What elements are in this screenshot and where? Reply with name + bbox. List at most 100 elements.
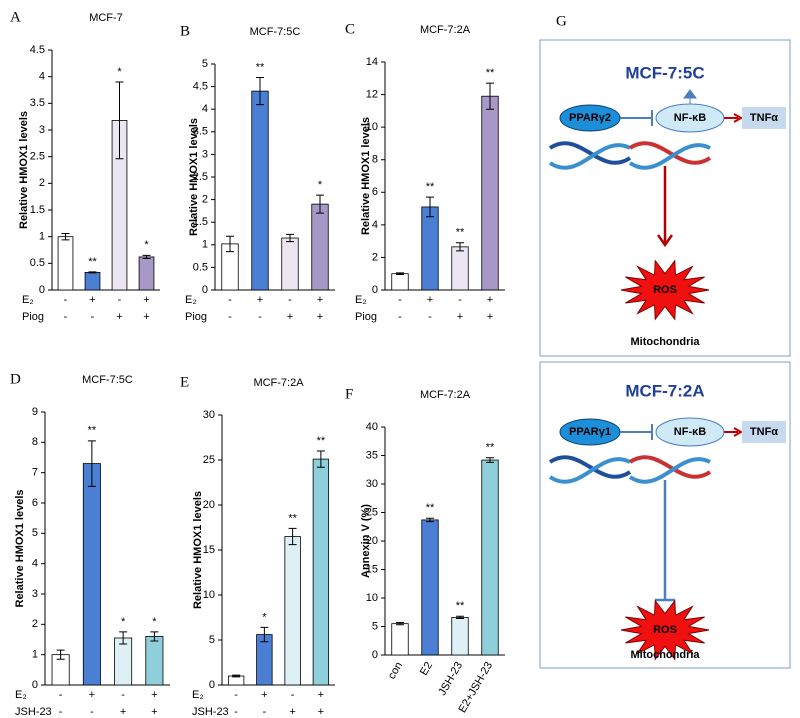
output-label: TNFα xyxy=(750,426,778,438)
significance: ** xyxy=(256,61,265,73)
bar xyxy=(114,637,133,686)
condition-value: - xyxy=(118,294,122,306)
bar xyxy=(145,636,164,686)
condition-name: Piog xyxy=(355,311,377,323)
significance: ** xyxy=(426,181,435,193)
error-bar xyxy=(316,450,325,468)
significance: ** xyxy=(88,425,97,437)
bar xyxy=(481,459,499,656)
condition-value: + xyxy=(318,706,324,718)
condition-value: - xyxy=(291,689,295,701)
significance: ** xyxy=(456,600,465,612)
panel-letter: G xyxy=(556,13,567,29)
y-tick-label: 30 xyxy=(203,409,215,421)
bar xyxy=(391,273,409,291)
condition-value: - xyxy=(90,706,94,718)
condition-name: Piog xyxy=(22,311,44,323)
y-tick-label: 1 xyxy=(39,231,45,243)
chart-title: MCF-7:5C xyxy=(82,374,133,386)
bar xyxy=(311,203,329,291)
condition-value: + xyxy=(427,294,433,306)
significance: ** xyxy=(426,502,435,514)
y-tick-label: 6 xyxy=(372,186,378,198)
condition-value: - xyxy=(228,311,232,323)
condition-value: + xyxy=(143,311,149,323)
bar xyxy=(312,458,330,686)
y-tick-label: 10 xyxy=(203,589,215,601)
factor-label: NF-κB xyxy=(674,112,706,124)
condition-value: - xyxy=(59,706,63,718)
y-tick-label: 0 xyxy=(32,679,38,691)
significance: * xyxy=(121,616,126,628)
error-bar xyxy=(119,631,128,645)
error-bar xyxy=(115,81,124,160)
effect-label: ROS xyxy=(653,624,677,636)
bar xyxy=(284,536,301,686)
y-tick-label: 2 xyxy=(202,194,208,206)
bar xyxy=(451,616,469,656)
bar xyxy=(481,95,499,291)
y-tick-label: 5 xyxy=(202,58,208,70)
condition-value: - xyxy=(228,294,232,306)
y-tick-label: 14 xyxy=(366,56,378,68)
y-tick-label: 2 xyxy=(372,251,378,263)
condition-value: - xyxy=(263,706,267,718)
organelle-label: Mitochondria xyxy=(630,649,700,661)
condition-value: - xyxy=(458,294,462,306)
condition-value: + xyxy=(151,706,157,718)
bar xyxy=(82,463,101,686)
condition-value: + xyxy=(487,311,493,323)
bar xyxy=(391,623,409,656)
inhibition xyxy=(620,110,653,126)
error-bar xyxy=(486,82,494,110)
y-tick-label: 15 xyxy=(366,563,378,575)
y-tick-label: 4.5 xyxy=(193,81,208,93)
y-tick-label: 4 xyxy=(39,71,45,83)
y-tick-label: 1.5 xyxy=(193,216,208,228)
panel-letter: B xyxy=(180,23,190,39)
panel-letter: A xyxy=(10,9,21,25)
condition-value: + xyxy=(317,311,323,323)
condition-value: - xyxy=(234,689,238,701)
condition-name: JSH-23 xyxy=(15,706,52,718)
y-axis-label: Relative HMOX1 levels xyxy=(18,111,30,229)
condition-name: E₂ xyxy=(185,294,197,306)
y-axis-label: Relative HMOX1 levels xyxy=(192,491,204,609)
y-tick-label: 6 xyxy=(32,497,38,509)
condition-value: + xyxy=(261,689,267,701)
condition-value: + xyxy=(487,294,493,306)
significance: ** xyxy=(317,435,326,447)
dna-strand xyxy=(628,457,711,484)
dna-strand xyxy=(628,141,712,165)
output-box xyxy=(742,421,786,443)
inhibition xyxy=(655,480,675,602)
y-tick-label: 4 xyxy=(202,103,208,115)
y-tick-label: 0.5 xyxy=(193,261,208,273)
condition-value: + xyxy=(289,706,295,718)
organelle-label: Mitochondria xyxy=(630,336,700,348)
y-tick-label: 30 xyxy=(366,478,378,490)
condition-value: + xyxy=(116,311,122,323)
y-axis-label: Annexin V (%) xyxy=(360,504,372,578)
error-bar xyxy=(396,272,404,276)
panel-letter: C xyxy=(345,21,355,37)
y-tick-label: 12 xyxy=(366,88,378,100)
y-tick-label: 9 xyxy=(32,406,38,418)
condition-value: + xyxy=(89,689,95,701)
condition-value: - xyxy=(59,689,63,701)
y-axis-label: Relative HMOX1 levels xyxy=(188,118,200,236)
y-tick-label: 0 xyxy=(202,284,208,296)
y-tick-label: 3 xyxy=(32,588,38,600)
dna-strand xyxy=(548,143,631,170)
y-tick-label: 7 xyxy=(32,467,38,479)
y-tick-label: 2 xyxy=(32,618,38,630)
condition-value: + xyxy=(287,311,293,323)
y-tick-label: 1 xyxy=(202,239,208,251)
y-tick-label: 1 xyxy=(32,649,38,661)
y-tick-label: 10 xyxy=(366,121,378,133)
bar xyxy=(251,90,269,291)
y-tick-label: 4 xyxy=(372,219,378,231)
error-bar xyxy=(256,77,264,106)
error-bar xyxy=(316,194,324,214)
